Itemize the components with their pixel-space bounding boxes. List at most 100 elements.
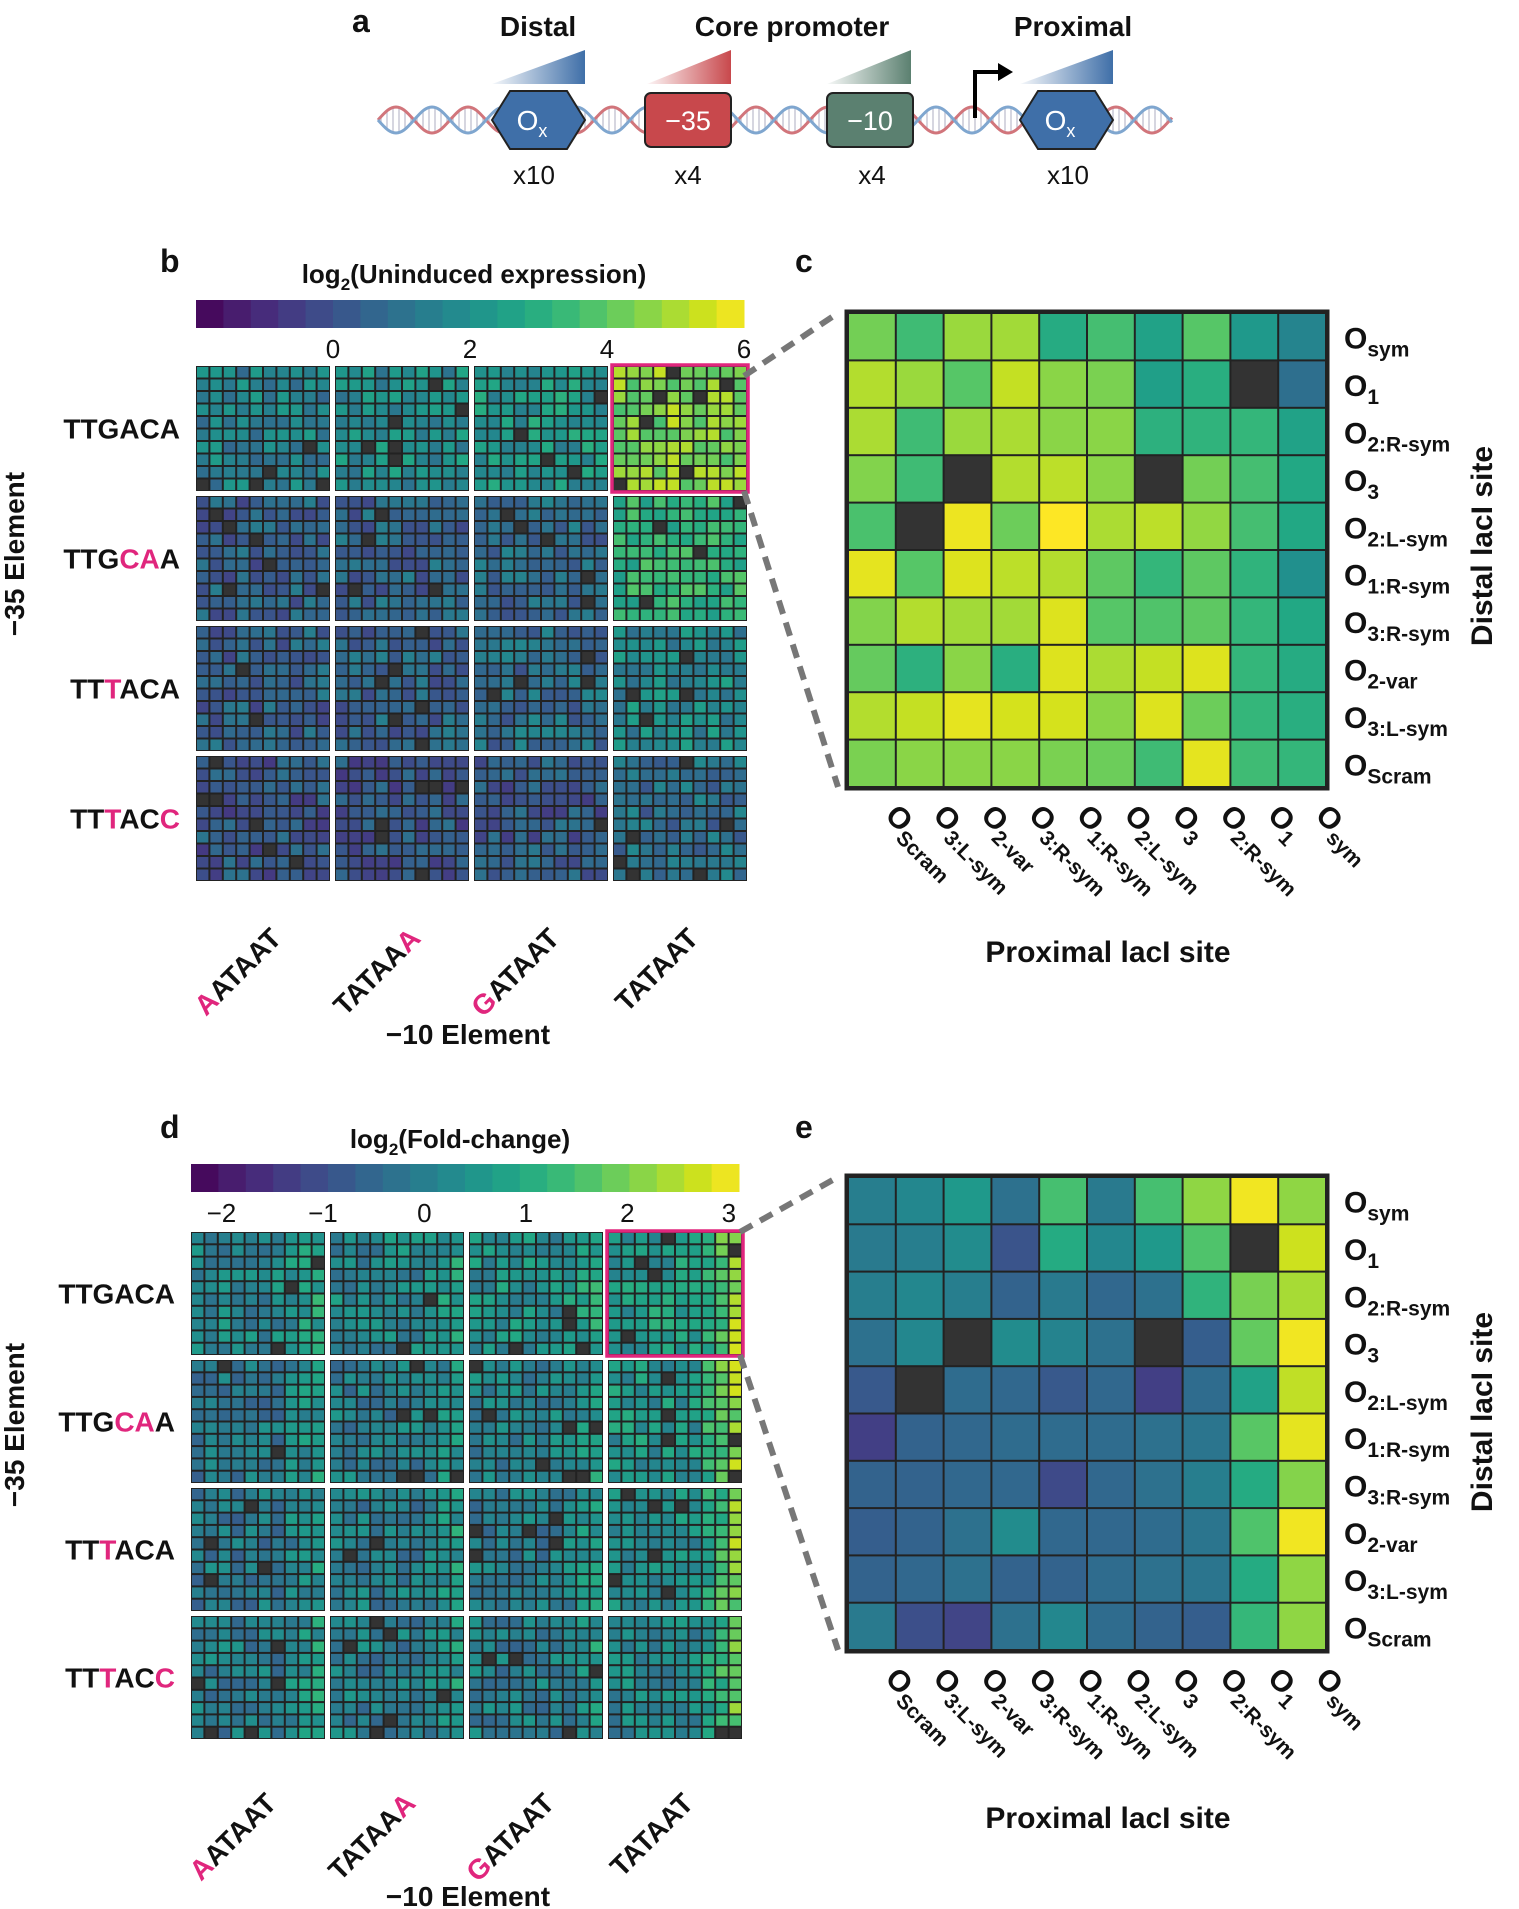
heatmap-cell xyxy=(510,1361,522,1372)
heatmap-cell xyxy=(331,1422,343,1433)
heatmap-cell xyxy=(376,547,388,558)
heatmap-cell xyxy=(416,454,428,465)
heatmap-cell xyxy=(595,739,607,750)
heatmap-cell xyxy=(734,609,746,620)
heatmap-cell xyxy=(609,1525,621,1537)
heatmap-cell xyxy=(667,559,679,570)
heatmap-cell xyxy=(218,1562,231,1574)
heatmap-cell xyxy=(210,844,222,855)
heatmap-cell xyxy=(416,702,428,713)
heatmap-cell xyxy=(496,1471,509,1482)
heatmap-cell xyxy=(317,844,329,855)
heatmap-cell xyxy=(245,1245,257,1256)
heatmap-cell xyxy=(349,609,361,620)
heatmap-cell xyxy=(523,1550,535,1561)
heatmap-cell xyxy=(640,639,653,650)
heatmap-cell xyxy=(403,572,415,583)
heatmap-cell xyxy=(1135,503,1182,549)
heatmap-cell xyxy=(563,1587,576,1598)
heatmap-cell xyxy=(635,1727,648,1738)
heatmap-cell xyxy=(662,1294,674,1305)
heatmap-cell xyxy=(210,572,222,583)
heatmap-cell xyxy=(424,1629,437,1640)
heatmap-cell xyxy=(403,522,415,533)
heatmap-cell xyxy=(496,1641,509,1652)
zoom-line-c-bottom xyxy=(741,490,841,788)
heatmap-cell xyxy=(542,367,554,378)
heatmap-cell xyxy=(649,1282,661,1293)
heatmap-cell xyxy=(992,1178,1039,1224)
heatmap-cell xyxy=(667,807,679,818)
heatmap-cell xyxy=(223,584,236,595)
heatmap-cell xyxy=(537,1269,549,1281)
heatmap-cell xyxy=(528,664,540,675)
heatmap-cell xyxy=(694,367,706,378)
colorbar-segment xyxy=(465,1164,493,1192)
heatmap-cell xyxy=(944,1556,991,1602)
heatmap-cell xyxy=(317,417,329,428)
heatmap-cell xyxy=(424,1617,437,1628)
heatmap-cell xyxy=(264,379,276,390)
heatmap-cell xyxy=(371,1459,383,1470)
zoom-connectors xyxy=(737,310,841,1651)
heatmap-cell xyxy=(218,1653,231,1665)
heatmap-cell xyxy=(515,782,527,793)
heatmap-cell xyxy=(470,1361,482,1372)
heatmap-cell xyxy=(944,740,991,786)
heatmap-cell xyxy=(667,379,679,390)
heatmap-cell xyxy=(563,1373,576,1384)
heatmap-cell xyxy=(590,1257,602,1268)
heatmap-cell xyxy=(250,467,262,478)
heatmap-cell xyxy=(357,1629,370,1640)
heatmap-cell xyxy=(210,702,222,713)
heatmap-cell xyxy=(357,1233,370,1244)
heatmap-cell xyxy=(702,1653,715,1665)
heatmap-cell xyxy=(550,1459,562,1470)
heatmap-cell xyxy=(563,1397,576,1409)
heatmap-cell xyxy=(542,534,554,545)
heatmap-cell xyxy=(622,1489,634,1500)
distal-site-label: O2:L-sym xyxy=(1344,1376,1448,1415)
heatmap-cell xyxy=(627,714,639,725)
distal-site-label: O3:R-sym xyxy=(1344,1470,1450,1509)
heatmap-cell xyxy=(944,1178,991,1224)
colorbar-ticks-d: −2 −1 0 1 2 3 xyxy=(207,1198,736,1228)
heatmap-cell xyxy=(349,639,361,650)
heatmap-cell xyxy=(640,559,653,570)
heatmap-cell xyxy=(192,1373,204,1384)
heatmap-cell xyxy=(237,639,249,650)
heatmap-cell xyxy=(622,1653,634,1665)
heatmap-cell xyxy=(312,1269,324,1281)
heatmap-cell xyxy=(640,479,653,490)
heatmap-cell xyxy=(676,1587,688,1598)
heatmap-cell xyxy=(197,769,209,780)
heatmap-cell xyxy=(734,479,746,490)
heatmap-cell xyxy=(635,1471,648,1482)
heatmap-cell xyxy=(272,1373,284,1384)
heatmap-cell xyxy=(577,1513,589,1524)
heatmap-cell xyxy=(438,1562,450,1574)
heatmap-cell xyxy=(734,794,746,805)
heatmap-cell xyxy=(470,1331,482,1342)
heatmap-cell xyxy=(232,1690,244,1702)
heatmap-cell xyxy=(528,627,540,638)
heatmap-cell xyxy=(272,1447,284,1458)
heatmap-cell xyxy=(582,442,594,453)
heatmap-cell xyxy=(398,1715,410,1726)
heatmap-cell xyxy=(944,1225,991,1271)
heatmap-cell xyxy=(285,1319,298,1330)
heatmap-cell xyxy=(667,782,679,793)
heatmap-cell xyxy=(389,442,401,453)
heatmap-cell xyxy=(317,497,329,508)
heatmap-cell xyxy=(635,1434,648,1446)
heatmap-cell xyxy=(424,1641,437,1652)
heatmap-cell xyxy=(676,1319,688,1330)
heatmap-cell xyxy=(277,794,289,805)
heatmap-cell xyxy=(654,534,666,545)
heatmap-cell xyxy=(456,727,468,738)
heatmap-cell xyxy=(331,1331,343,1342)
heatmap-cell xyxy=(237,467,249,478)
heatmap-cell xyxy=(734,807,746,818)
heatmap-cell xyxy=(331,1385,343,1396)
